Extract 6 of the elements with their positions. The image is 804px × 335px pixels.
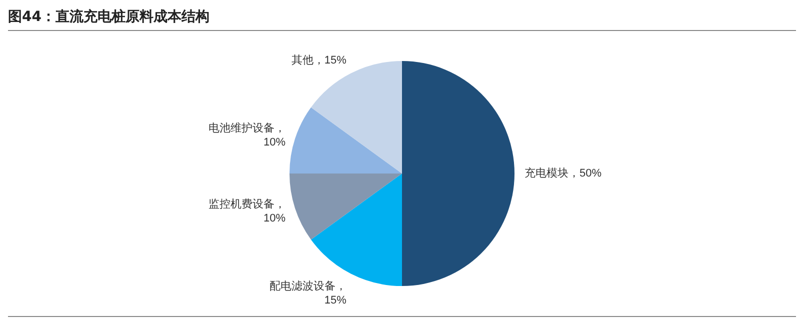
chart-title: 图44：直流充电桩原料成本结构 [8,8,796,31]
slice-label: 电池维护设备，10% [208,122,286,149]
slice-label: 监控机费设备，10% [208,197,286,224]
slice-label: 配电滤波设备，15% [269,280,347,307]
slice-label: 其他，15% [291,53,347,66]
slice-label: 充电模块，50% [524,166,602,180]
